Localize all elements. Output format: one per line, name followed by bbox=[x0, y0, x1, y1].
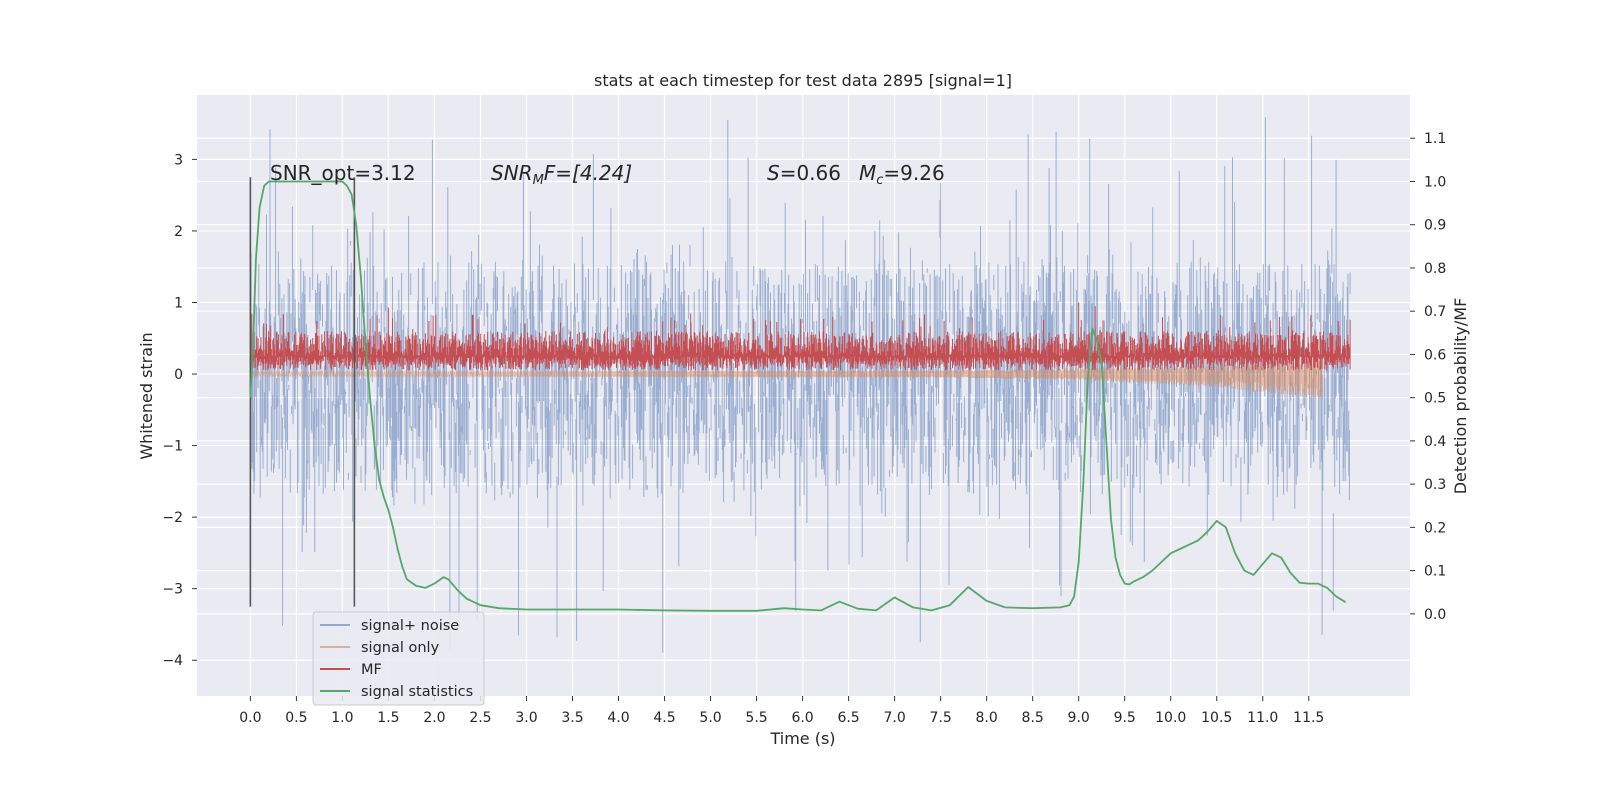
legend-label-signal-only: signal only bbox=[361, 640, 440, 656]
x-tick-label: 5.0 bbox=[699, 710, 721, 726]
x-tick-label: 8.0 bbox=[976, 710, 998, 726]
x-tick-label: 7.5 bbox=[929, 710, 951, 726]
x-axis-ticks: 0.0 0.5 1.0 1.5 2.0 2.5 3.0 3.5 4.0 4.5 5.0 5.5 6.0 6… bbox=[239, 696, 1324, 726]
legend: signal+ noise signal only MF signal stat… bbox=[312, 611, 485, 706]
y-tick-label: −4 bbox=[162, 653, 183, 669]
y-tick-label: −1 bbox=[162, 439, 183, 455]
x-tick-label: 1.5 bbox=[377, 710, 399, 726]
x-tick-label: 2.5 bbox=[469, 710, 491, 726]
x-tick-label: 3.0 bbox=[515, 710, 537, 726]
series-signal-statistics bbox=[249, 180, 1347, 612]
y2-tick-label: 0.9 bbox=[1424, 218, 1446, 234]
x-tick-label: 9.0 bbox=[1068, 710, 1090, 726]
y-axis-label: Whitened strain bbox=[137, 332, 156, 459]
y2-tick-label: 0.0 bbox=[1424, 607, 1446, 623]
x-tick-label: 6.5 bbox=[837, 710, 859, 726]
y-tick-label: 1 bbox=[174, 295, 183, 311]
x-tick-label: 8.5 bbox=[1022, 710, 1044, 726]
y2-tick-label: 0.6 bbox=[1424, 347, 1446, 363]
x-tick-label: 0.0 bbox=[239, 710, 261, 726]
x-tick-label: 4.5 bbox=[653, 710, 675, 726]
y2-tick-label: 0.4 bbox=[1424, 434, 1446, 450]
x-tick-label: 7.0 bbox=[883, 710, 905, 726]
y-tick-label: 0 bbox=[174, 367, 183, 383]
y2-tick-label: 0.3 bbox=[1424, 477, 1446, 493]
chart-title: stats at each timestep for test data 289… bbox=[594, 71, 1012, 90]
legend-label-signal-statistics: signal statistics bbox=[361, 684, 473, 700]
x-tick-label: 3.5 bbox=[561, 710, 583, 726]
x-tick-label: 0.5 bbox=[285, 710, 307, 726]
x-tick-label: 4.0 bbox=[607, 710, 629, 726]
x-tick-label: 10.0 bbox=[1155, 710, 1186, 726]
legend-label-mf: MF bbox=[361, 662, 382, 678]
y2-tick-label: 1.1 bbox=[1424, 131, 1446, 147]
x-tick-label: 1.0 bbox=[331, 710, 353, 726]
y2-tick-label: 0.1 bbox=[1424, 564, 1446, 580]
x-tick-label: 6.0 bbox=[791, 710, 813, 726]
y2-tick-label: 0.2 bbox=[1424, 520, 1446, 536]
y2-tick-label: 1.0 bbox=[1424, 174, 1446, 190]
y-tick-label: −2 bbox=[162, 510, 183, 526]
plot-area bbox=[249, 117, 1351, 653]
x-tick-label: 9.5 bbox=[1114, 710, 1136, 726]
y-tick-label: −3 bbox=[162, 582, 183, 598]
y2-axis-label: Detection probability/MF bbox=[1451, 298, 1470, 495]
y2-axis-ticks: 0.0 0.1 0.2 0.3 0.4 0.5 0.6 0.7 0.8 0.9 1.0 1.1 bbox=[1410, 131, 1446, 623]
y-axis-ticks: −4 −3 −2 −1 0 1 2 3 bbox=[162, 152, 197, 669]
series-signal-only bbox=[249, 356, 1323, 399]
y-tick-label: 3 bbox=[174, 152, 183, 168]
y2-tick-label: 0.7 bbox=[1424, 304, 1446, 320]
x-tick-label: 10.5 bbox=[1201, 710, 1232, 726]
annotation-mc: Mc=9.26 bbox=[859, 161, 945, 188]
x-tick-label: 11.0 bbox=[1247, 710, 1278, 726]
x-tick-label: 11.5 bbox=[1293, 710, 1324, 726]
y2-tick-label: 0.5 bbox=[1424, 391, 1446, 407]
x-axis-label: Time (s) bbox=[769, 729, 835, 748]
legend-label-signal-plus-noise: signal+ noise bbox=[361, 618, 459, 634]
legend-box bbox=[312, 611, 485, 706]
x-tick-label: 2.0 bbox=[423, 710, 445, 726]
annotation-s: S=0.66 bbox=[767, 161, 841, 185]
annotation-snr-opt: SNR_opt=3.12 bbox=[270, 161, 416, 185]
y2-tick-label: 0.8 bbox=[1424, 261, 1446, 277]
annotation-snr-mf: SNRMF=[4.24] bbox=[491, 161, 632, 188]
y-tick-label: 2 bbox=[174, 224, 183, 240]
x-tick-label: 5.5 bbox=[745, 710, 767, 726]
